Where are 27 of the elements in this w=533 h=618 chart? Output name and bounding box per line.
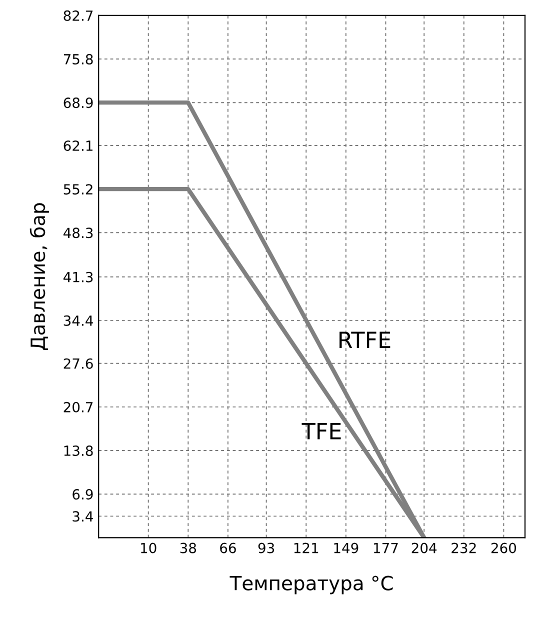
y-tick-label: 82.7 xyxy=(64,10,93,21)
y-tick-label: 55.2 xyxy=(64,184,92,195)
y-tick-label: 48.3 xyxy=(64,228,93,238)
y-tick-label: 27.6 xyxy=(64,358,93,369)
y-tick-label: 68.9 xyxy=(64,98,93,108)
y-axis-title: Давление, бар xyxy=(30,203,49,350)
y-tick-label: 13.8 xyxy=(64,445,93,456)
y-tick-label: 6.9 xyxy=(72,489,93,500)
x-tick-label: 260 xyxy=(491,542,516,554)
x-tick-label: 149 xyxy=(334,542,358,554)
y-tick-label: 3.4 xyxy=(72,511,93,522)
y-tick-label: 34.4 xyxy=(64,315,93,326)
series-label: TFE xyxy=(302,423,341,440)
x-tick-label: 121 xyxy=(294,542,318,554)
x-axis-title: Температура °C xyxy=(230,576,393,594)
x-tick-label: 66 xyxy=(220,542,236,554)
x-tick-label: 10 xyxy=(141,542,156,554)
y-tick-label: 75.8 xyxy=(64,54,93,64)
series-label: RTFE xyxy=(340,332,390,348)
y-tick-label: 62.1 xyxy=(64,140,92,152)
x-tick-label: 204 xyxy=(412,542,437,554)
y-tick-label: 41.3 xyxy=(64,272,93,282)
x-tick-label: 38 xyxy=(180,542,196,554)
x-tick-label: 177 xyxy=(374,542,398,554)
x-tick-label: 232 xyxy=(452,542,476,554)
y-tick-label: 20.7 xyxy=(64,402,93,412)
x-tick-label: 93 xyxy=(258,542,274,554)
